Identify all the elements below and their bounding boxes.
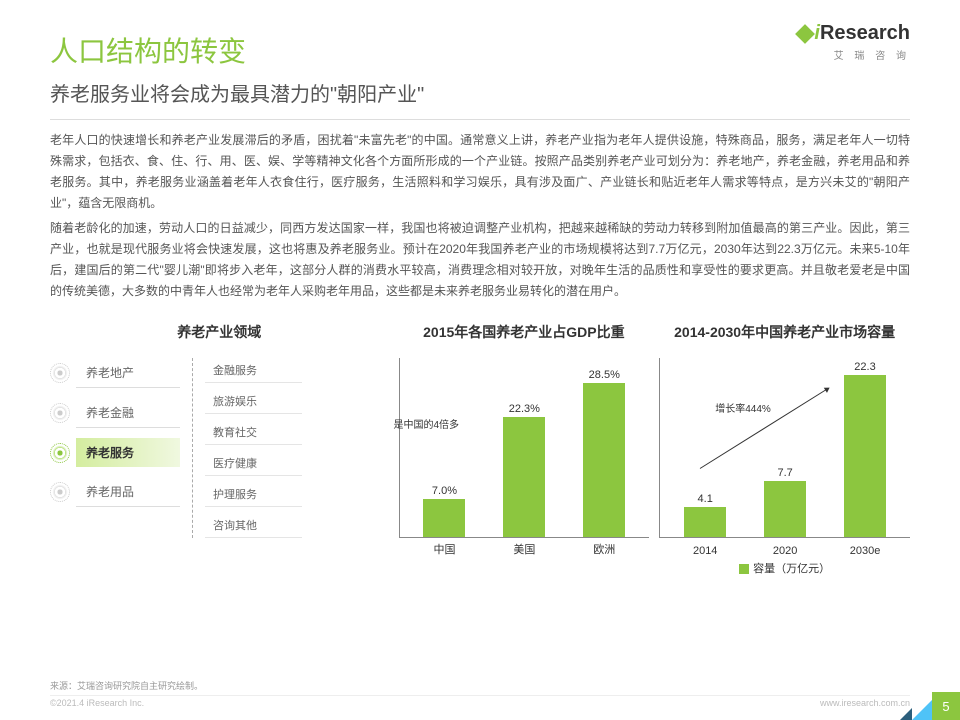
market-chart-title: 2014-2030年中国养老产业市场容量 bbox=[659, 314, 910, 350]
diagram-item: 养老金融 bbox=[50, 398, 180, 428]
logo-subtitle: 艾 瑞 咨 询 bbox=[798, 47, 910, 62]
diagram-sub: 医疗健康 bbox=[205, 451, 302, 476]
diagram-sub: 教育社交 bbox=[205, 420, 302, 445]
corner-decoration bbox=[900, 708, 912, 720]
bar-2014: 4.1 2014 bbox=[680, 493, 730, 537]
paragraph-2: 随着老龄化的加速，劳动人口的日益减少，同西方发达国家一样，我国也将被迫调整产业机… bbox=[50, 218, 910, 302]
diagram-sub: 咨询其他 bbox=[205, 513, 302, 538]
gdp-annotation: 是中国的4倍多 bbox=[394, 416, 460, 431]
industry-diagram: 养老产业领域 养老地产 养老金融 养老服务 养老用品 金融服务 旅游娱乐 教育社… bbox=[50, 314, 389, 576]
gdp-chart-title: 2015年各国养老产业占GDP比重 bbox=[399, 314, 650, 350]
diagram-sub: 金融服务 bbox=[205, 358, 302, 383]
paragraph-1: 老年人口的快速增长和养老产业发展滞后的矛盾，困扰着"未富先老"的中国。通常意义上… bbox=[50, 130, 910, 214]
diagram-item-active: 养老服务 bbox=[50, 438, 180, 467]
page-number: 5 bbox=[932, 692, 960, 720]
logo-brand: iResearch bbox=[814, 22, 910, 45]
bar-2030e: 22.3 2030e bbox=[840, 361, 890, 537]
page-subtitle: 养老服务业将会成为最具潜力的"朝阳产业" bbox=[50, 78, 910, 107]
arrow-head-icon bbox=[824, 385, 831, 393]
logo-icon bbox=[795, 24, 815, 44]
source-text: 来源：艾瑞咨询研究院自主研究绘制。 bbox=[50, 679, 910, 696]
copyright: ©2021.4 iResearch Inc. www.iresearch.com… bbox=[50, 698, 910, 708]
market-legend: 容量（万亿元） bbox=[659, 560, 910, 576]
logo: iResearch 艾 瑞 咨 询 bbox=[798, 22, 910, 62]
market-chart: 2014-2030年中国养老产业市场容量 增长率444% 4.1 2014 7.… bbox=[659, 314, 910, 576]
page-title: 人口结构的转变 bbox=[50, 30, 910, 70]
diagram-item: 养老地产 bbox=[50, 358, 180, 388]
diagram-title: 养老产业领域 bbox=[50, 314, 389, 350]
bar-usa: 22.3% 美国 bbox=[499, 403, 549, 537]
bar-china: 7.0% 中国 bbox=[419, 485, 469, 537]
gdp-chart: 2015年各国养老产业占GDP比重 是中国的4倍多 7.0% 中国 22.3% … bbox=[399, 314, 650, 576]
diagram-item: 养老用品 bbox=[50, 477, 180, 507]
market-annotation: 增长率444% bbox=[715, 400, 771, 415]
corner-decoration bbox=[912, 700, 932, 720]
diagram-sub: 护理服务 bbox=[205, 482, 302, 507]
bar-2020: 7.7 2020 bbox=[760, 467, 810, 537]
divider bbox=[50, 119, 910, 120]
diagram-sub: 旅游娱乐 bbox=[205, 389, 302, 414]
bar-europe: 28.5% 欧洲 bbox=[579, 369, 629, 537]
